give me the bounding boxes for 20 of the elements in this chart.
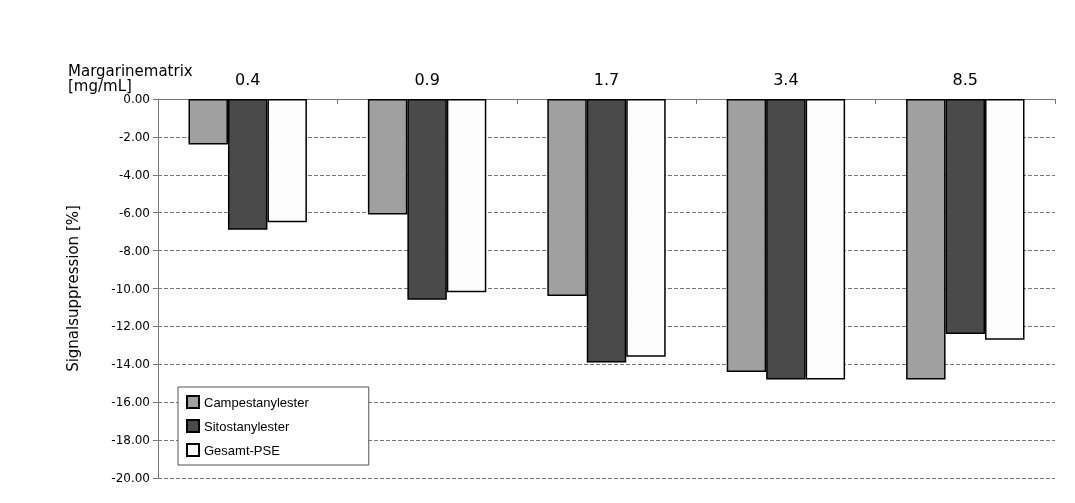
x-tick-label: 0.9	[414, 69, 440, 89]
y-tick-label: -16.00	[111, 395, 150, 410]
legend-label: Sitostanylester	[204, 418, 290, 434]
legend-label: Gesamt-PSE	[204, 442, 281, 458]
y-tick-label: -6.00	[118, 205, 150, 220]
x-axis-title: Margarinematrix [mg/mL]	[68, 61, 193, 95]
y-tick-label: -18.00	[111, 433, 150, 448]
y-tick-label: -14.00	[111, 357, 150, 372]
x-tick-label: 0.4	[234, 69, 261, 89]
y-tick-label: -4.00	[118, 167, 150, 182]
y-tick-label: -10.00	[111, 281, 150, 296]
x-tick-label: 3.4	[773, 69, 799, 89]
x-tick-label: 8.5	[952, 69, 979, 89]
x-tick-label: 1.7	[593, 69, 620, 89]
y-tick-label: -20.00	[111, 471, 150, 485]
legend-label: Campestanylester	[204, 394, 310, 410]
y-tick-label: -2.00	[118, 129, 150, 144]
y-tick-label: -8.00	[118, 243, 150, 258]
y-tick-label: -12.00	[111, 319, 150, 334]
y-axis-title: Signalsuppression [%]	[63, 205, 82, 372]
